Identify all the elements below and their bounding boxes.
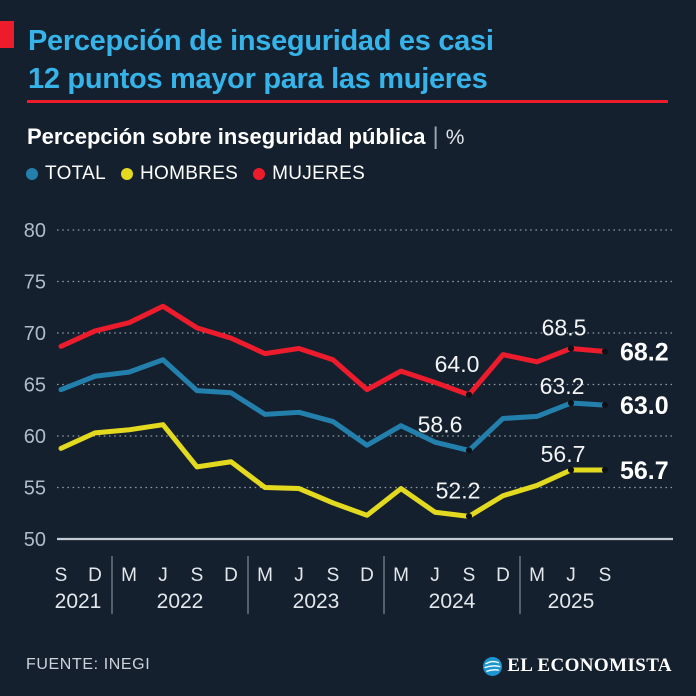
el-economista-logo-icon [483,656,503,676]
year-label-2024: 2024 [429,590,476,613]
series-line-hombres [58,422,608,519]
end-value-label-total: 63.0 [620,392,669,420]
hombres-legend-dot-icon [120,168,133,180]
value-label-hombres-15: 56.7 [541,441,586,467]
marker-dot-mujeres-16 [601,348,609,355]
value-label-total-12: 58.6 [418,411,463,437]
y-tick-label-65: 65 [24,375,46,397]
x-tick-label-2: M [121,565,137,586]
y-tick-label-55: 55 [24,478,46,500]
page-title: Percepción de inseguridad es casi 12 punt… [28,22,494,98]
unit-label: % [445,126,465,149]
x-tick-label-7: J [294,565,304,586]
x-tick-label-12: S [463,565,476,586]
title-accent-square [0,21,14,48]
total-legend-dot-icon [26,168,38,180]
legend-label: MUJERES [272,163,366,184]
x-tick-label-9: D [360,565,374,586]
end-value-label-hombres: 56.7 [620,457,669,485]
value-label-total-15: 63.2 [540,373,585,399]
marker-dot-mujeres-15 [567,345,575,352]
x-tick-label-6: M [257,565,273,586]
y-tick-label-50: 50 [24,529,46,551]
source-label: FUENTE: INEGI [26,656,151,673]
chart-subtitle: Percepción sobre inseguridad pública |% [27,123,464,151]
legend-item-hombres: HOMBRES [120,163,239,185]
legend-label: TOTAL [45,163,106,184]
x-tick-label-3: J [158,565,168,586]
legend-item-mujeres: MUJERES [253,163,365,185]
x-tick-label-13: D [496,565,510,586]
line-chart: 80 75 70 65 60 55 50 64.0 58.6 52.2 68.5 63.2 56.7 68… [24,220,673,614]
x-tick-label-16: S [599,565,612,586]
x-tick-label-5: D [224,565,238,586]
end-value-label-mujeres: 68.2 [620,339,669,367]
brand-logo: EL ECONOMISTA [483,655,672,677]
subtitle-separator: | [432,123,439,150]
x-tick-label-4: S [191,565,204,586]
marker-dot-mujeres-12 [465,391,473,398]
marker-dot-hombres-16 [601,466,609,474]
y-tick-label-80: 80 [24,220,46,242]
title-line-2: 12 puntos mayor para las mujeres [28,63,488,95]
marker-dot-hombres-15 [567,466,575,474]
marker-dot-total-16 [601,402,609,409]
title-underline [27,100,668,103]
y-tick-label-70: 70 [24,323,46,345]
x-tick-label-14: M [529,565,545,586]
series-line-total [58,357,608,453]
legend-item-total: TOTAL [26,163,106,185]
legend-label: HOMBRES [139,163,239,184]
marker-dot-hombres-12 [465,513,473,520]
value-label-mujeres-12: 64.0 [435,351,480,377]
value-label-mujeres-15: 68.5 [542,314,587,340]
year-label-2022: 2022 [157,590,204,613]
y-tick-label-75: 75 [24,272,46,294]
year-label-2023: 2023 [293,590,340,613]
year-label-2025: 2025 [548,590,595,613]
mujeres-legend-dot-icon [253,168,266,180]
marker-dot-total-12 [465,447,473,454]
legend: TOTAL HOMBRES MUJERES [26,163,365,185]
subtitle-text: Percepción sobre inseguridad pública [27,124,426,149]
x-tick-label-10: M [393,565,409,586]
x-tick-label-8: S [327,565,340,586]
x-tick-label-11: J [430,565,440,586]
x-tick-label-0: S [55,565,68,586]
y-tick-label-60: 60 [24,426,46,448]
title-line-1: Percepción de inseguridad es casi [28,25,494,57]
year-label-2021: 2021 [55,590,102,613]
brand-wordmark: EL ECONOMISTA [507,655,672,676]
x-tick-label-1: D [88,565,102,586]
series-line-mujeres [58,303,608,398]
x-tick-label-15: J [566,565,576,586]
marker-dot-total-15 [567,399,575,407]
value-label-hombres-12: 52.2 [436,477,481,503]
